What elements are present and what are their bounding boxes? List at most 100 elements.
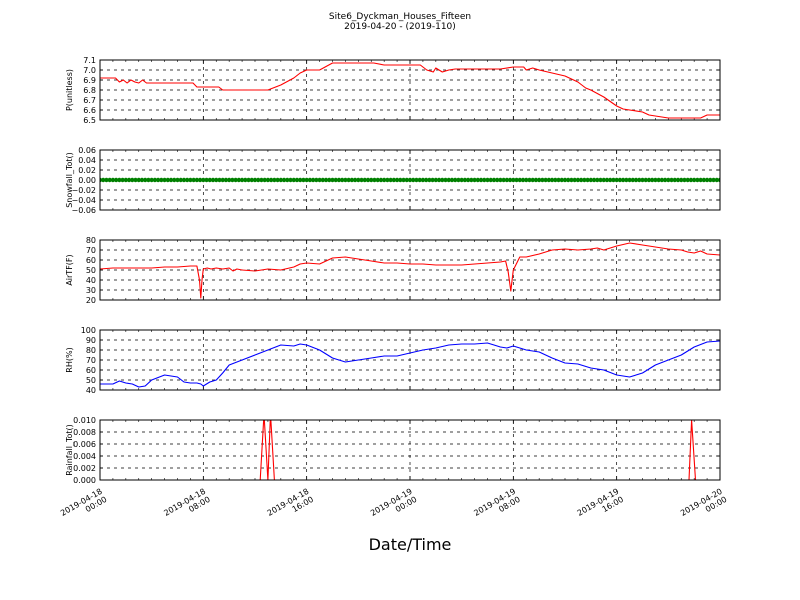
data-point bbox=[401, 177, 406, 183]
data-point bbox=[559, 177, 564, 183]
y-tick-label: 0.000 bbox=[73, 476, 96, 485]
y-tick-label: 40 bbox=[86, 386, 96, 395]
data-point bbox=[714, 177, 719, 183]
data-point bbox=[588, 177, 594, 183]
data-point bbox=[249, 177, 254, 183]
data-point bbox=[411, 177, 416, 183]
series-group bbox=[100, 420, 720, 480]
series-line bbox=[100, 242, 720, 299]
data-point bbox=[633, 177, 639, 183]
data-point bbox=[210, 177, 216, 183]
y-tick-label: 0.004 bbox=[73, 452, 96, 461]
y-tick-label: −0.06 bbox=[71, 206, 96, 215]
data-point bbox=[598, 177, 603, 183]
data-point bbox=[236, 177, 242, 183]
data-point bbox=[165, 177, 171, 183]
data-point bbox=[104, 177, 109, 183]
data-point bbox=[333, 177, 338, 183]
data-point bbox=[285, 177, 290, 183]
data-point bbox=[149, 177, 154, 183]
data-point bbox=[265, 177, 271, 183]
data-point bbox=[711, 177, 716, 183]
data-point bbox=[404, 177, 409, 183]
data-point bbox=[708, 177, 713, 183]
data-point bbox=[301, 177, 306, 183]
data-point bbox=[126, 177, 132, 183]
x-tick-label: 2019-04-1808:00 bbox=[162, 487, 211, 526]
data-point bbox=[327, 177, 332, 183]
data-point bbox=[339, 177, 345, 183]
data-point bbox=[307, 177, 313, 183]
data-point bbox=[430, 177, 435, 183]
data-point bbox=[511, 177, 516, 183]
data-point bbox=[624, 177, 629, 183]
data-point bbox=[188, 177, 193, 183]
data-point bbox=[504, 177, 510, 183]
data-point bbox=[217, 177, 222, 183]
data-point bbox=[220, 177, 225, 183]
data-point bbox=[294, 177, 300, 183]
y-tick-label: 100 bbox=[81, 326, 96, 335]
data-point bbox=[155, 177, 161, 183]
data-point bbox=[453, 177, 458, 183]
data-point bbox=[120, 177, 125, 183]
y-tick-label: 6.8 bbox=[83, 86, 96, 95]
y-tick-label: 7.1 bbox=[83, 56, 96, 65]
data-point bbox=[181, 177, 187, 183]
data-point bbox=[659, 177, 665, 183]
data-point bbox=[478, 177, 484, 183]
data-point bbox=[585, 177, 590, 183]
data-point bbox=[207, 177, 212, 183]
data-point bbox=[107, 177, 112, 183]
data-point bbox=[136, 177, 141, 183]
data-point bbox=[653, 177, 658, 183]
data-point bbox=[604, 177, 610, 183]
data-point bbox=[101, 177, 106, 183]
data-point bbox=[256, 177, 261, 183]
data-point bbox=[201, 177, 206, 183]
data-point bbox=[591, 177, 597, 183]
data-point bbox=[323, 177, 329, 183]
data-point bbox=[252, 177, 258, 183]
y-tick-label: 80 bbox=[86, 346, 96, 355]
data-point bbox=[611, 177, 616, 183]
data-point bbox=[391, 177, 397, 183]
data-point bbox=[381, 177, 387, 183]
data-point bbox=[549, 177, 555, 183]
data-point bbox=[524, 177, 529, 183]
y-tick-label: 50 bbox=[86, 266, 96, 275]
data-point bbox=[184, 177, 190, 183]
data-point bbox=[488, 177, 493, 183]
axes-frame bbox=[99, 329, 721, 391]
series-line bbox=[100, 420, 720, 480]
data-point bbox=[620, 177, 626, 183]
data-point bbox=[304, 177, 309, 183]
data-point bbox=[533, 177, 539, 183]
data-point bbox=[378, 177, 384, 183]
data-point bbox=[172, 177, 177, 183]
data-point bbox=[259, 177, 264, 183]
data-point bbox=[691, 177, 697, 183]
data-point bbox=[456, 177, 461, 183]
data-point bbox=[314, 177, 319, 183]
data-point bbox=[407, 177, 413, 183]
x-tick-labels: 2019-04-1800:00 2019-04-1808:00 2019-04-18… bbox=[59, 487, 728, 526]
data-point bbox=[614, 177, 619, 183]
y-tick-label: 6.5 bbox=[83, 116, 96, 125]
data-point bbox=[417, 177, 422, 183]
data-point bbox=[465, 177, 471, 183]
data-point bbox=[123, 177, 129, 183]
subplot-panels: 6.56.66.76.86.97.07.1P(unitless)−0.06−0.… bbox=[65, 56, 721, 485]
y-tick-label: 6.9 bbox=[83, 76, 96, 85]
y-axis-label: RH(%) bbox=[65, 347, 74, 372]
data-point bbox=[617, 177, 623, 183]
data-point bbox=[514, 177, 519, 183]
y-tick-label: 0.02 bbox=[78, 166, 96, 175]
data-point bbox=[359, 177, 364, 183]
panel-5: 0.000 0.002 0.004 0.006 0.008 0.010Rainfall_T… bbox=[65, 416, 721, 485]
data-point bbox=[669, 177, 674, 183]
data-point bbox=[317, 177, 322, 183]
data-point bbox=[275, 177, 280, 183]
y-tick-label: 0.002 bbox=[73, 464, 96, 473]
